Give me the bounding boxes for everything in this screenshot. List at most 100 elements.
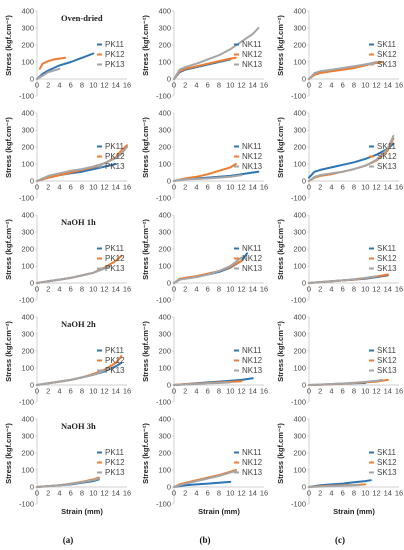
x-tick-label: 6 <box>69 285 73 294</box>
y-tick-label: 300 <box>21 228 34 237</box>
y-tick-label: 300 <box>21 330 34 339</box>
x-tick-label: 8 <box>217 81 221 90</box>
y-tick-label: 400 <box>293 415 306 424</box>
legend-label: PK12 <box>105 152 125 161</box>
x-tick-label: 2 <box>318 285 322 294</box>
x-tick-label: 8 <box>80 489 84 498</box>
x-tick-label: 14 <box>112 183 120 192</box>
y-tick-label: 100 <box>21 262 34 271</box>
x-tick-label: 10 <box>226 285 234 294</box>
legend-label: SK12 <box>377 458 397 467</box>
x-tick-label: 8 <box>217 285 221 294</box>
x-tick-label: 6 <box>206 387 210 396</box>
row-label: NaOH 1h <box>61 217 96 227</box>
x-tick-label: 6 <box>341 489 345 498</box>
legend-label: SK12 <box>377 356 397 365</box>
y-tick-label: -100 <box>19 194 34 203</box>
y-tick-label: 400 <box>158 313 171 322</box>
x-tick-label: 4 <box>194 489 198 498</box>
y-axis-title: Stress (kgf.cm⁻²) <box>4 15 13 76</box>
y-tick-label: -100 <box>156 92 171 101</box>
x-tick-label: 12 <box>237 285 245 294</box>
x-tick-label: 4 <box>329 387 333 396</box>
y-tick-label: 200 <box>21 245 34 254</box>
legend-label: SK12 <box>377 50 397 59</box>
x-tick-label: 16 <box>123 81 131 90</box>
legend-label: PK11 <box>105 40 125 49</box>
series-line-nk13 <box>173 256 243 284</box>
x-tick-label: 6 <box>341 285 345 294</box>
x-tick-label: 12 <box>100 285 108 294</box>
y-tick-label: 200 <box>293 245 306 254</box>
y-axis-title: Stress (kgf.cm⁻²) <box>4 321 13 382</box>
x-tick-label: 0 <box>35 285 39 294</box>
y-tick-label: 300 <box>21 126 34 135</box>
y-axis-title: Stress (kgf.cm⁻²) <box>141 423 150 484</box>
y-tick-label: 0 <box>302 279 306 288</box>
x-tick-label: 8 <box>352 285 356 294</box>
x-tick-label: 12 <box>237 183 245 192</box>
legend-label: SK11 <box>377 346 397 355</box>
x-tick-label: 4 <box>194 285 198 294</box>
x-tick-label: 6 <box>341 81 345 90</box>
y-tick-label: 100 <box>293 160 306 169</box>
y-tick-label: 200 <box>158 41 171 50</box>
x-tick-label: 12 <box>372 285 380 294</box>
x-tick-label: 0 <box>172 81 176 90</box>
x-tick-label: 14 <box>384 285 392 294</box>
legend-label: PK13 <box>105 264 125 273</box>
legend-label: SK12 <box>377 254 397 263</box>
y-tick-label: -100 <box>291 500 306 509</box>
x-tick-label: 6 <box>69 489 73 498</box>
y-tick-label: -100 <box>291 398 306 407</box>
y-tick-label: 0 <box>302 483 306 492</box>
y-tick-label: 200 <box>293 449 306 458</box>
x-tick-label: 14 <box>112 81 120 90</box>
y-tick-label: 300 <box>293 228 306 237</box>
x-tick-label: 10 <box>226 387 234 396</box>
y-tick-label: 300 <box>158 126 171 135</box>
x-tick-label: 6 <box>69 387 73 396</box>
y-tick-label: 200 <box>158 449 171 458</box>
series-line-pk11 <box>36 52 95 80</box>
x-tick-label: 2 <box>46 387 50 396</box>
x-tick-label: 14 <box>384 489 392 498</box>
x-tick-label: 12 <box>100 183 108 192</box>
x-tick-label: 16 <box>123 387 131 396</box>
x-tick-label: 16 <box>123 489 131 498</box>
x-tick-label: 16 <box>260 285 268 294</box>
legend-label: SK11 <box>377 244 397 253</box>
legend-label: NK13 <box>242 366 263 375</box>
x-tick-label: 16 <box>123 183 131 192</box>
y-tick-label: -100 <box>19 500 34 509</box>
y-tick-label: 100 <box>293 466 306 475</box>
y-tick-label: 400 <box>21 211 34 220</box>
x-tick-label: 0 <box>172 183 176 192</box>
y-tick-label: 0 <box>30 381 34 390</box>
x-tick-label: 14 <box>112 285 120 294</box>
x-tick-label: 10 <box>226 81 234 90</box>
x-tick-label: 14 <box>112 489 120 498</box>
x-tick-label: 10 <box>361 183 369 192</box>
x-tick-label: 10 <box>89 489 97 498</box>
x-tick-label: 0 <box>307 183 311 192</box>
x-tick-label: 4 <box>57 489 61 498</box>
legend-label: PK11 <box>105 346 125 355</box>
legend-label: SK11 <box>377 448 397 457</box>
legend-label: PK13 <box>105 366 125 375</box>
x-tick-label: 14 <box>249 285 257 294</box>
x-tick-label: 0 <box>307 285 311 294</box>
x-tick-label: 12 <box>100 489 108 498</box>
legend-label: NK13 <box>242 264 263 273</box>
y-tick-label: -100 <box>19 296 34 305</box>
y-tick-label: 300 <box>293 330 306 339</box>
y-tick-label: 300 <box>293 126 306 135</box>
y-tick-label: -100 <box>156 398 171 407</box>
y-tick-label: 100 <box>21 466 34 475</box>
